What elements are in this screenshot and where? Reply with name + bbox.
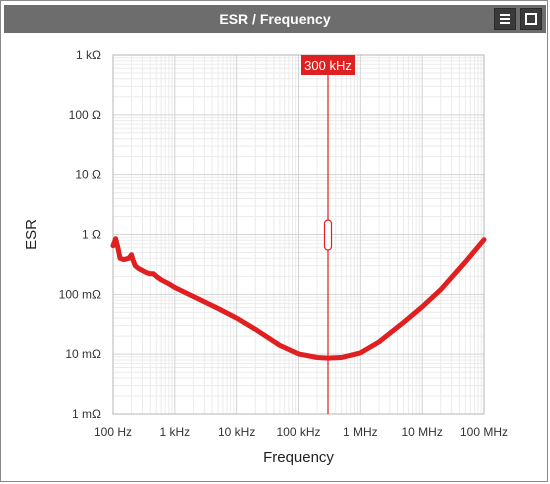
x-tick-label: 1 MHz bbox=[343, 425, 378, 439]
x-tick-label: 100 MHz bbox=[460, 425, 508, 439]
x-axis-title: Frequency bbox=[263, 449, 334, 466]
x-tick-label: 10 kHz bbox=[218, 425, 255, 439]
x-tick-label: 100 kHz bbox=[276, 425, 320, 439]
y-tick-label: 10 Ω bbox=[75, 168, 101, 182]
cursor-label: 300 kHz bbox=[304, 58, 352, 73]
y-tick-label: 100 mΩ bbox=[59, 287, 101, 301]
menu-bar-2 bbox=[500, 18, 510, 20]
y-tick-label: 1 kΩ bbox=[76, 48, 101, 62]
maximize-icon[interactable] bbox=[520, 8, 542, 30]
title-bar: ESR / Frequency bbox=[4, 5, 546, 33]
maximize-square bbox=[525, 13, 537, 25]
menu-bar-1 bbox=[500, 14, 510, 16]
cursor-drag-handle[interactable] bbox=[323, 219, 333, 251]
menu-bar-3 bbox=[500, 22, 510, 24]
y-tick-label: 1 mΩ bbox=[72, 407, 101, 421]
y-axis-title: ESR bbox=[23, 219, 40, 250]
hamburger-menu-icon[interactable] bbox=[494, 8, 516, 30]
y-tick-label: 10 mΩ bbox=[65, 347, 101, 361]
plot-border bbox=[112, 54, 485, 415]
x-tick-label: 10 MHz bbox=[401, 425, 442, 439]
cursor-label-box bbox=[301, 55, 356, 75]
chart-window-title: ESR / Frequency bbox=[219, 11, 331, 27]
x-tick-label: 100 Hz bbox=[94, 425, 132, 439]
x-tick-label: 1 kHz bbox=[159, 425, 190, 439]
y-tick-label: 1 Ω bbox=[82, 228, 101, 242]
y-tick-label: 100 Ω bbox=[69, 108, 101, 122]
esr-curve bbox=[110, 236, 487, 361]
